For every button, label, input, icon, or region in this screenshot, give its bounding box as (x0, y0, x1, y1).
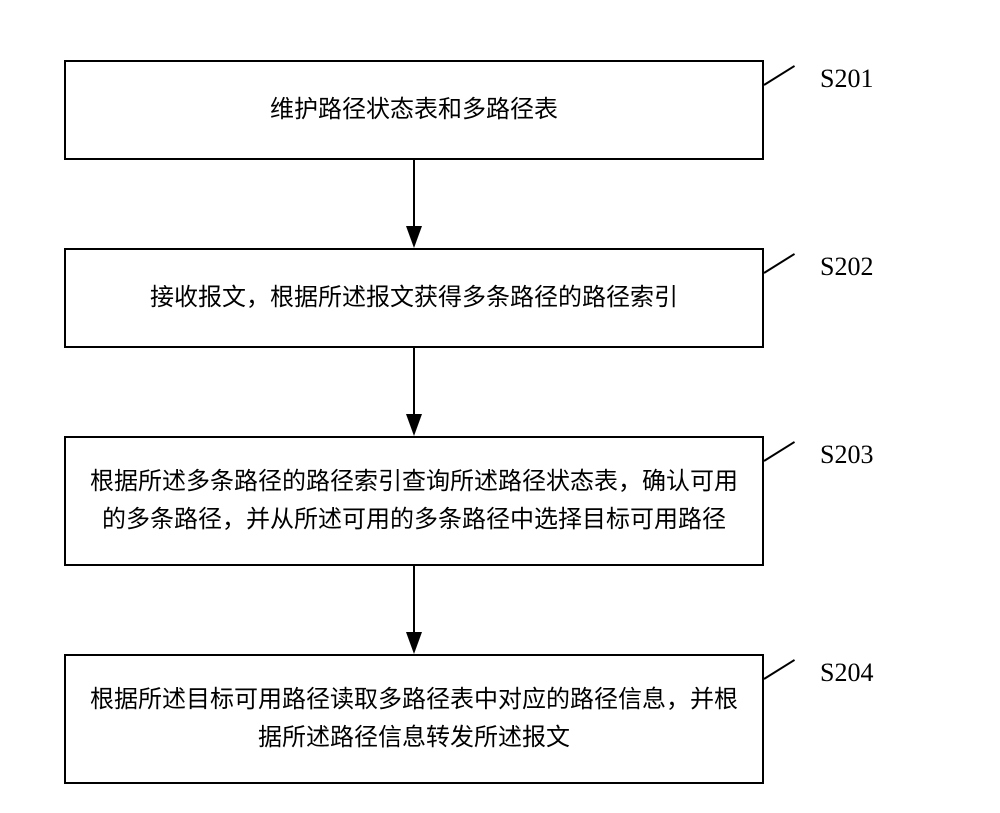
flow-arrow (394, 348, 434, 436)
flow-step-tick (763, 65, 795, 86)
flow-step-label-S203: S203 (820, 440, 873, 470)
flow-step-label-S201: S201 (820, 64, 873, 94)
flow-step-text: 接收报文，根据所述报文获得多条路径的路径索引 (150, 279, 678, 317)
flow-arrow (394, 160, 434, 248)
flow-step-label-S202: S202 (820, 252, 873, 282)
flow-step-text: 根据所述目标可用路径读取多路径表中对应的路径信息，并根据所述路径信息转发所述报文 (86, 681, 742, 758)
flow-step-S204: 根据所述目标可用路径读取多路径表中对应的路径信息，并根据所述路径信息转发所述报文 (64, 654, 764, 784)
flow-step-S201: 维护路径状态表和多路径表 (64, 60, 764, 160)
flow-step-tick (763, 441, 795, 462)
flow-step-text: 根据所述多条路径的路径索引查询所述路径状态表，确认可用的多条路径，并从所述可用的… (86, 463, 742, 540)
flow-step-tick (763, 659, 795, 680)
flow-step-S202: 接收报文，根据所述报文获得多条路径的路径索引 (64, 248, 764, 348)
flow-step-text: 维护路径状态表和多路径表 (270, 91, 558, 129)
flow-step-tick (763, 253, 795, 274)
flow-arrow (394, 566, 434, 654)
flow-step-S203: 根据所述多条路径的路径索引查询所述路径状态表，确认可用的多条路径，并从所述可用的… (64, 436, 764, 566)
flow-step-label-S204: S204 (820, 658, 873, 688)
